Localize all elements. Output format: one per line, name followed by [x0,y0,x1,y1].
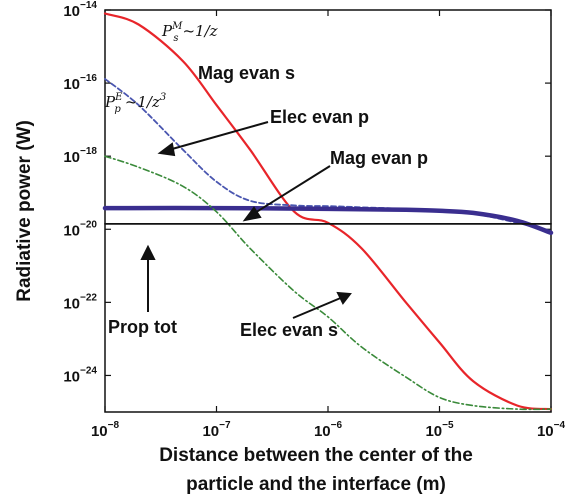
x-tick-base: 10 [425,423,442,440]
x-tick-label: 10−5 [425,420,454,440]
label-elec-evan-p: Elec evan p [270,107,369,127]
y-tick-base: 10 [63,295,80,312]
formula-p-p: P [104,93,116,111]
formula-s-sub: s [173,33,178,44]
x-tick-exp: −5 [442,420,454,431]
annotation-arrows [140,121,352,319]
arrow-mag-evan-p [249,165,331,217]
x-tick-base: 10 [91,423,108,440]
formula-s-p: P [161,22,173,40]
series-line-mag-evan-p [102,205,554,236]
y-tick-base: 10 [63,222,80,239]
x-axis-title-line1: Distance between the center of the [159,445,473,466]
arrow-elec-evan-p-head [157,142,176,157]
formula-p-sup: E [114,92,123,103]
x-tick-base: 10 [314,423,331,440]
x-axis-ticks: 10−8 10−7 10−6 10−5 10−4 [91,10,566,440]
y-tick-exp: −14 [80,0,97,11]
series-line-mag-evan-s [103,12,553,411]
label-elec-evan-s: Elec evan s [240,320,338,340]
arrow-elec-evan-s [292,296,344,319]
series-layer [102,12,554,411]
x-tick-label: 10−8 [91,420,120,440]
x-tick-exp: −7 [219,420,231,431]
x-tick-exp: −4 [554,420,566,431]
x-tick-base: 10 [202,423,219,440]
y-tick-label: 10−18 [63,146,97,166]
formula-p-annotation: PE p ~1/z3 [104,92,166,115]
series-line-elec-evan-p [104,78,552,232]
series-line-elec-evan-s [104,155,552,411]
formula-p-pow: 3 [160,92,166,103]
y-tick-base: 10 [63,149,80,166]
formula-s-rest: ~1/z [182,22,217,40]
formula-p-rest: ~1/z [125,93,160,111]
y-tick-exp: −24 [80,365,97,376]
label-mag-evan-s: Mag evan s [198,63,295,83]
label-prop-tot: Prop tot [108,317,177,337]
y-tick-label: 10−24 [63,365,97,385]
y-tick-exp: −20 [80,219,97,230]
formula-s-annotation: PM s ~1/z [161,21,218,44]
y-tick-exp: −18 [80,146,97,157]
x-tick-exp: −6 [331,420,343,431]
y-tick-base: 10 [63,368,80,385]
formula-p-sub: p [114,104,121,115]
x-tick-exp: −8 [108,420,120,431]
y-tick-label: 10−16 [63,73,97,93]
arrow-prop-tot-head [140,244,156,260]
y-tick-base: 10 [63,76,80,93]
x-tick-label: 10−7 [202,420,231,440]
y-tick-label: 10−20 [63,219,97,239]
arrow-elec-evan-s-head [336,291,352,305]
arrow-elec-evan-p [164,121,269,152]
arrow-mag-evan-p-head [242,206,262,222]
formula-s-sup: M [171,21,183,32]
y-tick-exp: −16 [80,73,97,84]
x-tick-label: 10−6 [314,420,343,440]
y-tick-base: 10 [63,3,80,20]
y-tick-label: 10−14 [63,0,97,20]
label-mag-evan-p: Mag evan p [330,148,428,168]
x-tick-label: 10−4 [537,420,566,440]
x-axis-title-line2: particle and the interface (m) [186,474,446,495]
y-axis-title: Radiative power (W) [14,120,35,302]
y-tick-exp: −22 [80,292,97,303]
x-tick-base: 10 [537,423,554,440]
y-tick-label: 10−22 [63,292,97,312]
